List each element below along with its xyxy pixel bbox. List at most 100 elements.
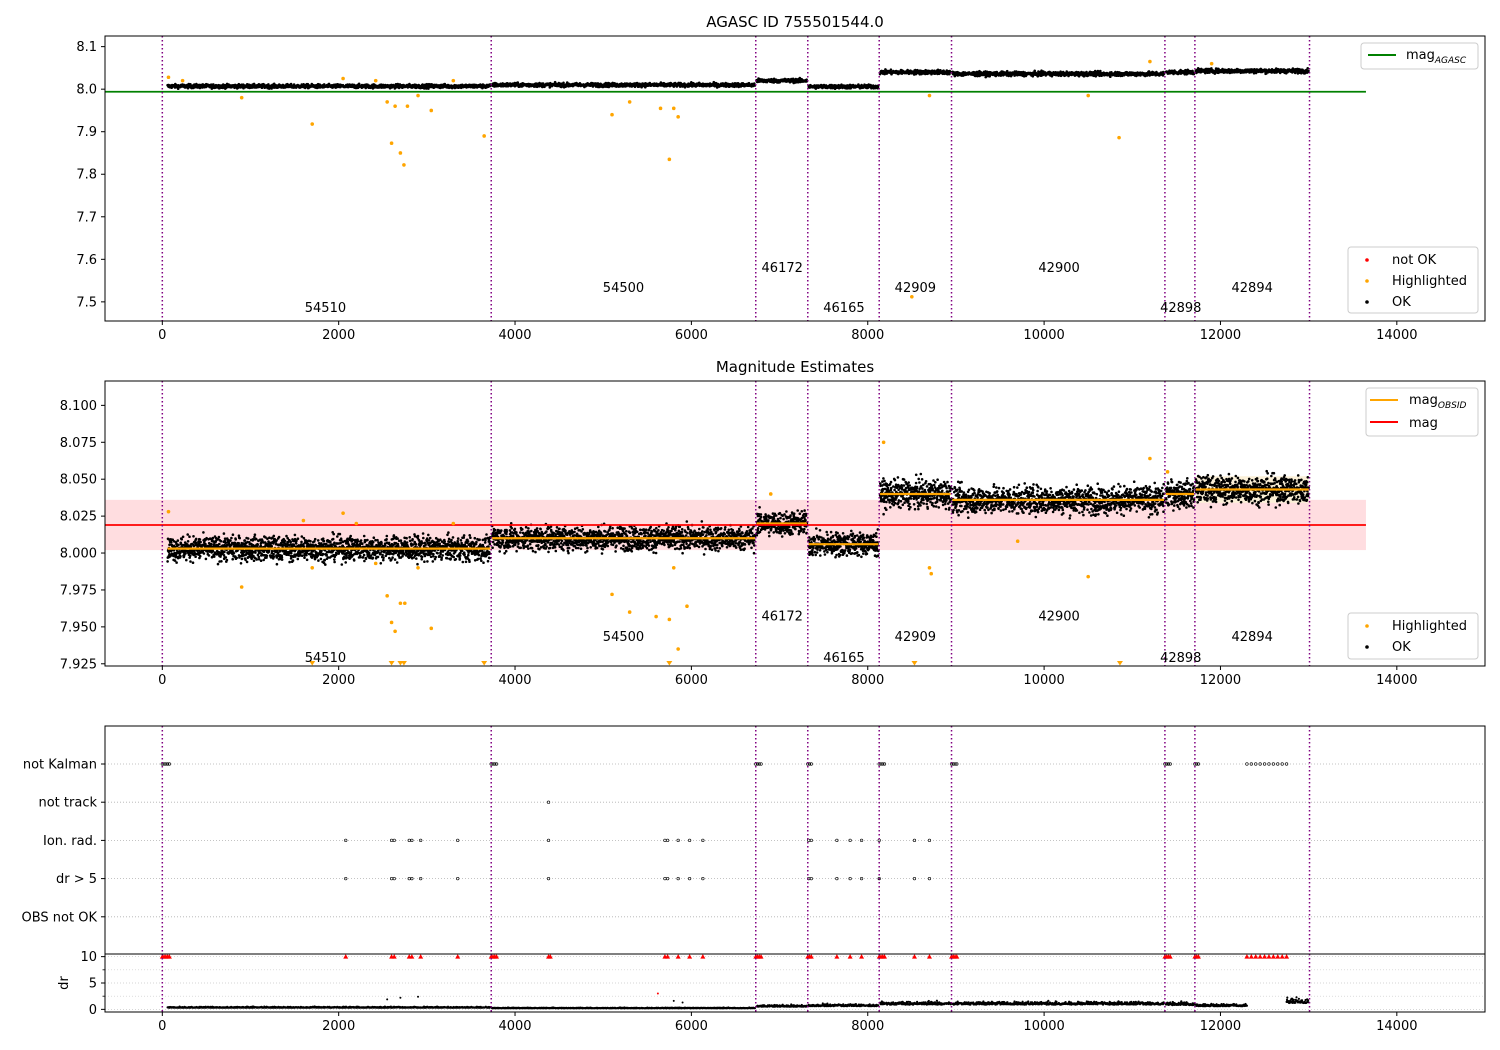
highlighted-point: [676, 115, 680, 119]
x-tick-label: 4000: [498, 673, 531, 688]
panel-dr-ylabel: dr: [57, 976, 72, 990]
highlighted-point: [354, 521, 359, 526]
clipped-marker: [388, 661, 395, 666]
dr-clipped-marker: [409, 954, 415, 959]
y-tick-label: 8.1: [76, 40, 97, 55]
flag-event-marker: [1267, 762, 1271, 766]
x-tick-label: 14000: [1376, 1019, 1417, 1034]
flag-event-marker: [1168, 762, 1172, 766]
x-tick-label: 0: [158, 1019, 166, 1034]
highlighted-point: [667, 157, 672, 162]
dr-clipped-marker: [343, 954, 349, 959]
flag-event-marker: [882, 762, 887, 766]
flag-event-marker: [1271, 762, 1275, 766]
dr-clipped-marker: [494, 954, 500, 959]
x-tick-label: 12000: [1200, 328, 1241, 343]
flag-event-marker: [953, 762, 957, 766]
legend-marker-ok: [1365, 300, 1369, 304]
dr-clipped-marker: [926, 954, 932, 959]
dr-points: [166, 996, 1310, 1010]
obsid-label: 46172: [762, 261, 803, 276]
flag-event-marker: [835, 838, 839, 843]
dr-clipped-marker: [1270, 954, 1276, 959]
highlighted-point: [671, 566, 676, 570]
highlighted-point: [654, 614, 658, 619]
flag-event-marker: [1165, 762, 1169, 766]
highlighted-point: [429, 626, 434, 631]
highlighted-point: [451, 521, 456, 526]
panel-flags: not Kalman not track Ion. rad. dr > 5 OBS no…: [22, 725, 1486, 955]
legend-label-ok: OK: [1392, 640, 1411, 655]
flag-event-marker: [859, 876, 864, 881]
clipped-marker: [309, 661, 316, 666]
y-tick-label: 7.8: [76, 168, 97, 183]
flag-event-marker: [701, 838, 705, 843]
clipped-marker: [400, 661, 407, 666]
obsid-label: 54510: [305, 651, 346, 666]
dr-clipped-marker: [418, 954, 424, 959]
dr-clipped-marker: [391, 954, 397, 959]
flag-event-marker: [392, 876, 396, 881]
highlighted-point: [1209, 61, 1214, 66]
panel-dr-plot-content: [105, 954, 1485, 1012]
highlighted-point: [927, 93, 932, 98]
highlighted-point: [239, 95, 244, 100]
highlighted-point: [429, 108, 434, 113]
obsid-label: 46165: [823, 301, 864, 316]
dr-clipped-marker: [758, 954, 764, 959]
highlighted-point: [389, 141, 394, 145]
dr-outlier-point: [417, 995, 420, 998]
highlighted-point: [927, 566, 932, 570]
flag-event-marker: [166, 762, 170, 766]
panel-dr: 0 2000 4000 6000 8000 10000 12000 14000 0 5 10 dr: [57, 950, 1486, 1034]
y-tick-label: 8.0: [76, 83, 97, 98]
clipped-marker: [911, 661, 918, 666]
highlighted-point: [239, 585, 244, 589]
highlighted-point: [667, 617, 672, 622]
ok-points: [166, 67, 1310, 90]
dr-outlier-point: [681, 1001, 684, 1004]
dr-clipped-marker: [911, 954, 917, 959]
flag-event-marker: [419, 838, 423, 843]
highlighted-point: [1148, 59, 1152, 64]
obsid-label: 42909: [895, 281, 936, 296]
highlighted-point: [398, 151, 403, 155]
legend-box: [1360, 42, 1479, 70]
highlighted-point: [1148, 456, 1152, 461]
dr-outlier-point: [672, 999, 675, 1002]
obsid-label: 54500: [603, 630, 644, 645]
x-tick-label: 2000: [322, 673, 355, 688]
x-tick-label: 4000: [498, 1019, 531, 1034]
obsid-label: 54500: [603, 281, 644, 296]
flag-event-marker: [456, 838, 460, 843]
flag-event-marker: [848, 838, 852, 843]
y-tick-label: 0: [89, 1003, 97, 1018]
panel-agasc-legend-top: magAGASC: [1360, 42, 1479, 70]
x-tick-label: 2000: [322, 328, 355, 343]
flag-event-marker: [665, 876, 670, 881]
panel-agasc-plot-content: [105, 36, 1366, 321]
flag-event-marker: [1245, 762, 1249, 766]
flag-event-marker: [493, 762, 497, 766]
flag-event-marker: [162, 762, 166, 766]
flag-event-marker: [665, 838, 670, 843]
dr-clipped-marker: [954, 954, 960, 959]
flag-event-marker: [392, 838, 396, 843]
dr-clipped-marker: [1284, 954, 1290, 959]
dr-outlier-point: [399, 996, 402, 999]
dr-clipped-marker: [847, 954, 853, 959]
legend-label-mag-obsid: magOBSID: [1409, 393, 1467, 411]
obsid-label: 42894: [1232, 630, 1273, 645]
x-tick-label: 0: [158, 328, 166, 343]
dr-clipped-marker: [1275, 954, 1281, 959]
highlighted-point: [768, 492, 773, 496]
obsid-label: 46172: [762, 610, 803, 625]
highlighted-point: [393, 104, 397, 108]
highlighted-point: [1117, 135, 1121, 140]
x-tick-label: 6000: [675, 328, 708, 343]
x-tick-label: 0: [158, 673, 166, 688]
flag-event-marker: [835, 876, 839, 881]
clipped-marker: [481, 661, 488, 666]
flag-event-marker: [167, 762, 171, 766]
